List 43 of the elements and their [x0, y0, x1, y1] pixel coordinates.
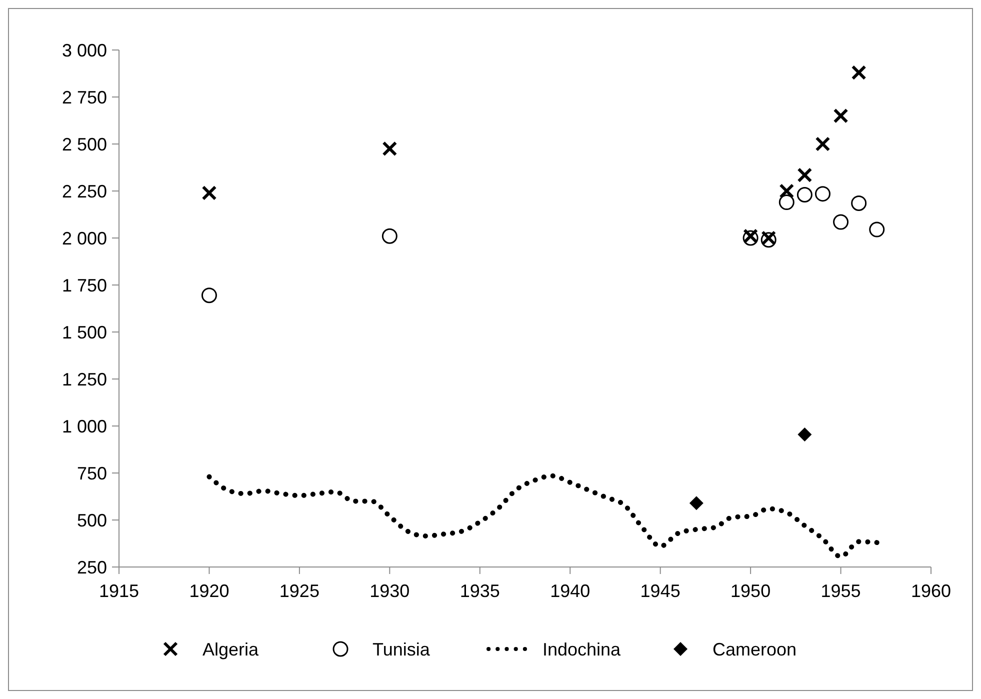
x-tick-label: 1950 — [730, 581, 771, 601]
point — [382, 228, 398, 244]
y-tick-label: 2 250 — [62, 181, 107, 202]
x-tick-label: 1930 — [370, 581, 410, 601]
x-tick-label: 1935 — [460, 581, 500, 601]
point — [201, 288, 217, 304]
point — [796, 187, 812, 203]
y-tick-label: 2 000 — [62, 228, 107, 248]
legend-label: Algeria — [202, 639, 260, 660]
point — [382, 141, 398, 156]
y-tick-label: 1 250 — [62, 369, 107, 390]
y-tick-label: 250 — [76, 557, 107, 578]
point — [689, 496, 704, 510]
point — [851, 195, 867, 211]
legend-label: Cameroon — [712, 639, 797, 660]
x-tick-label: 1945 — [640, 581, 680, 601]
point — [815, 136, 830, 152]
x-tick-label: 1960 — [910, 581, 952, 601]
x-tick-label: 1940 — [550, 581, 590, 601]
point — [814, 186, 830, 202]
y-tick-label: 2 500 — [62, 134, 107, 154]
point — [833, 108, 848, 124]
y-tick-label: 2 750 — [62, 87, 107, 108]
x-tick-label: 1955 — [820, 581, 861, 601]
point — [869, 222, 885, 238]
y-tick-label: 3 000 — [62, 40, 107, 60]
point — [797, 168, 812, 183]
legend-label: Indochina — [542, 639, 622, 660]
x-tick-label: 1920 — [189, 581, 230, 601]
y-tick-label: 1 750 — [62, 275, 107, 296]
y-tick-label: 500 — [76, 510, 107, 530]
y-tick-label: 1 000 — [62, 416, 107, 436]
point — [851, 65, 866, 80]
point — [798, 427, 812, 442]
x-tick-label: 1915 — [98, 581, 140, 601]
point — [202, 185, 217, 200]
legend-label: Tunisia — [372, 639, 431, 660]
point — [833, 214, 849, 230]
x-tick-label: 1925 — [279, 581, 320, 601]
y-tick-label: 750 — [76, 463, 107, 484]
y-tick-label: 1 500 — [62, 322, 107, 342]
point — [778, 194, 794, 210]
point — [779, 184, 794, 198]
